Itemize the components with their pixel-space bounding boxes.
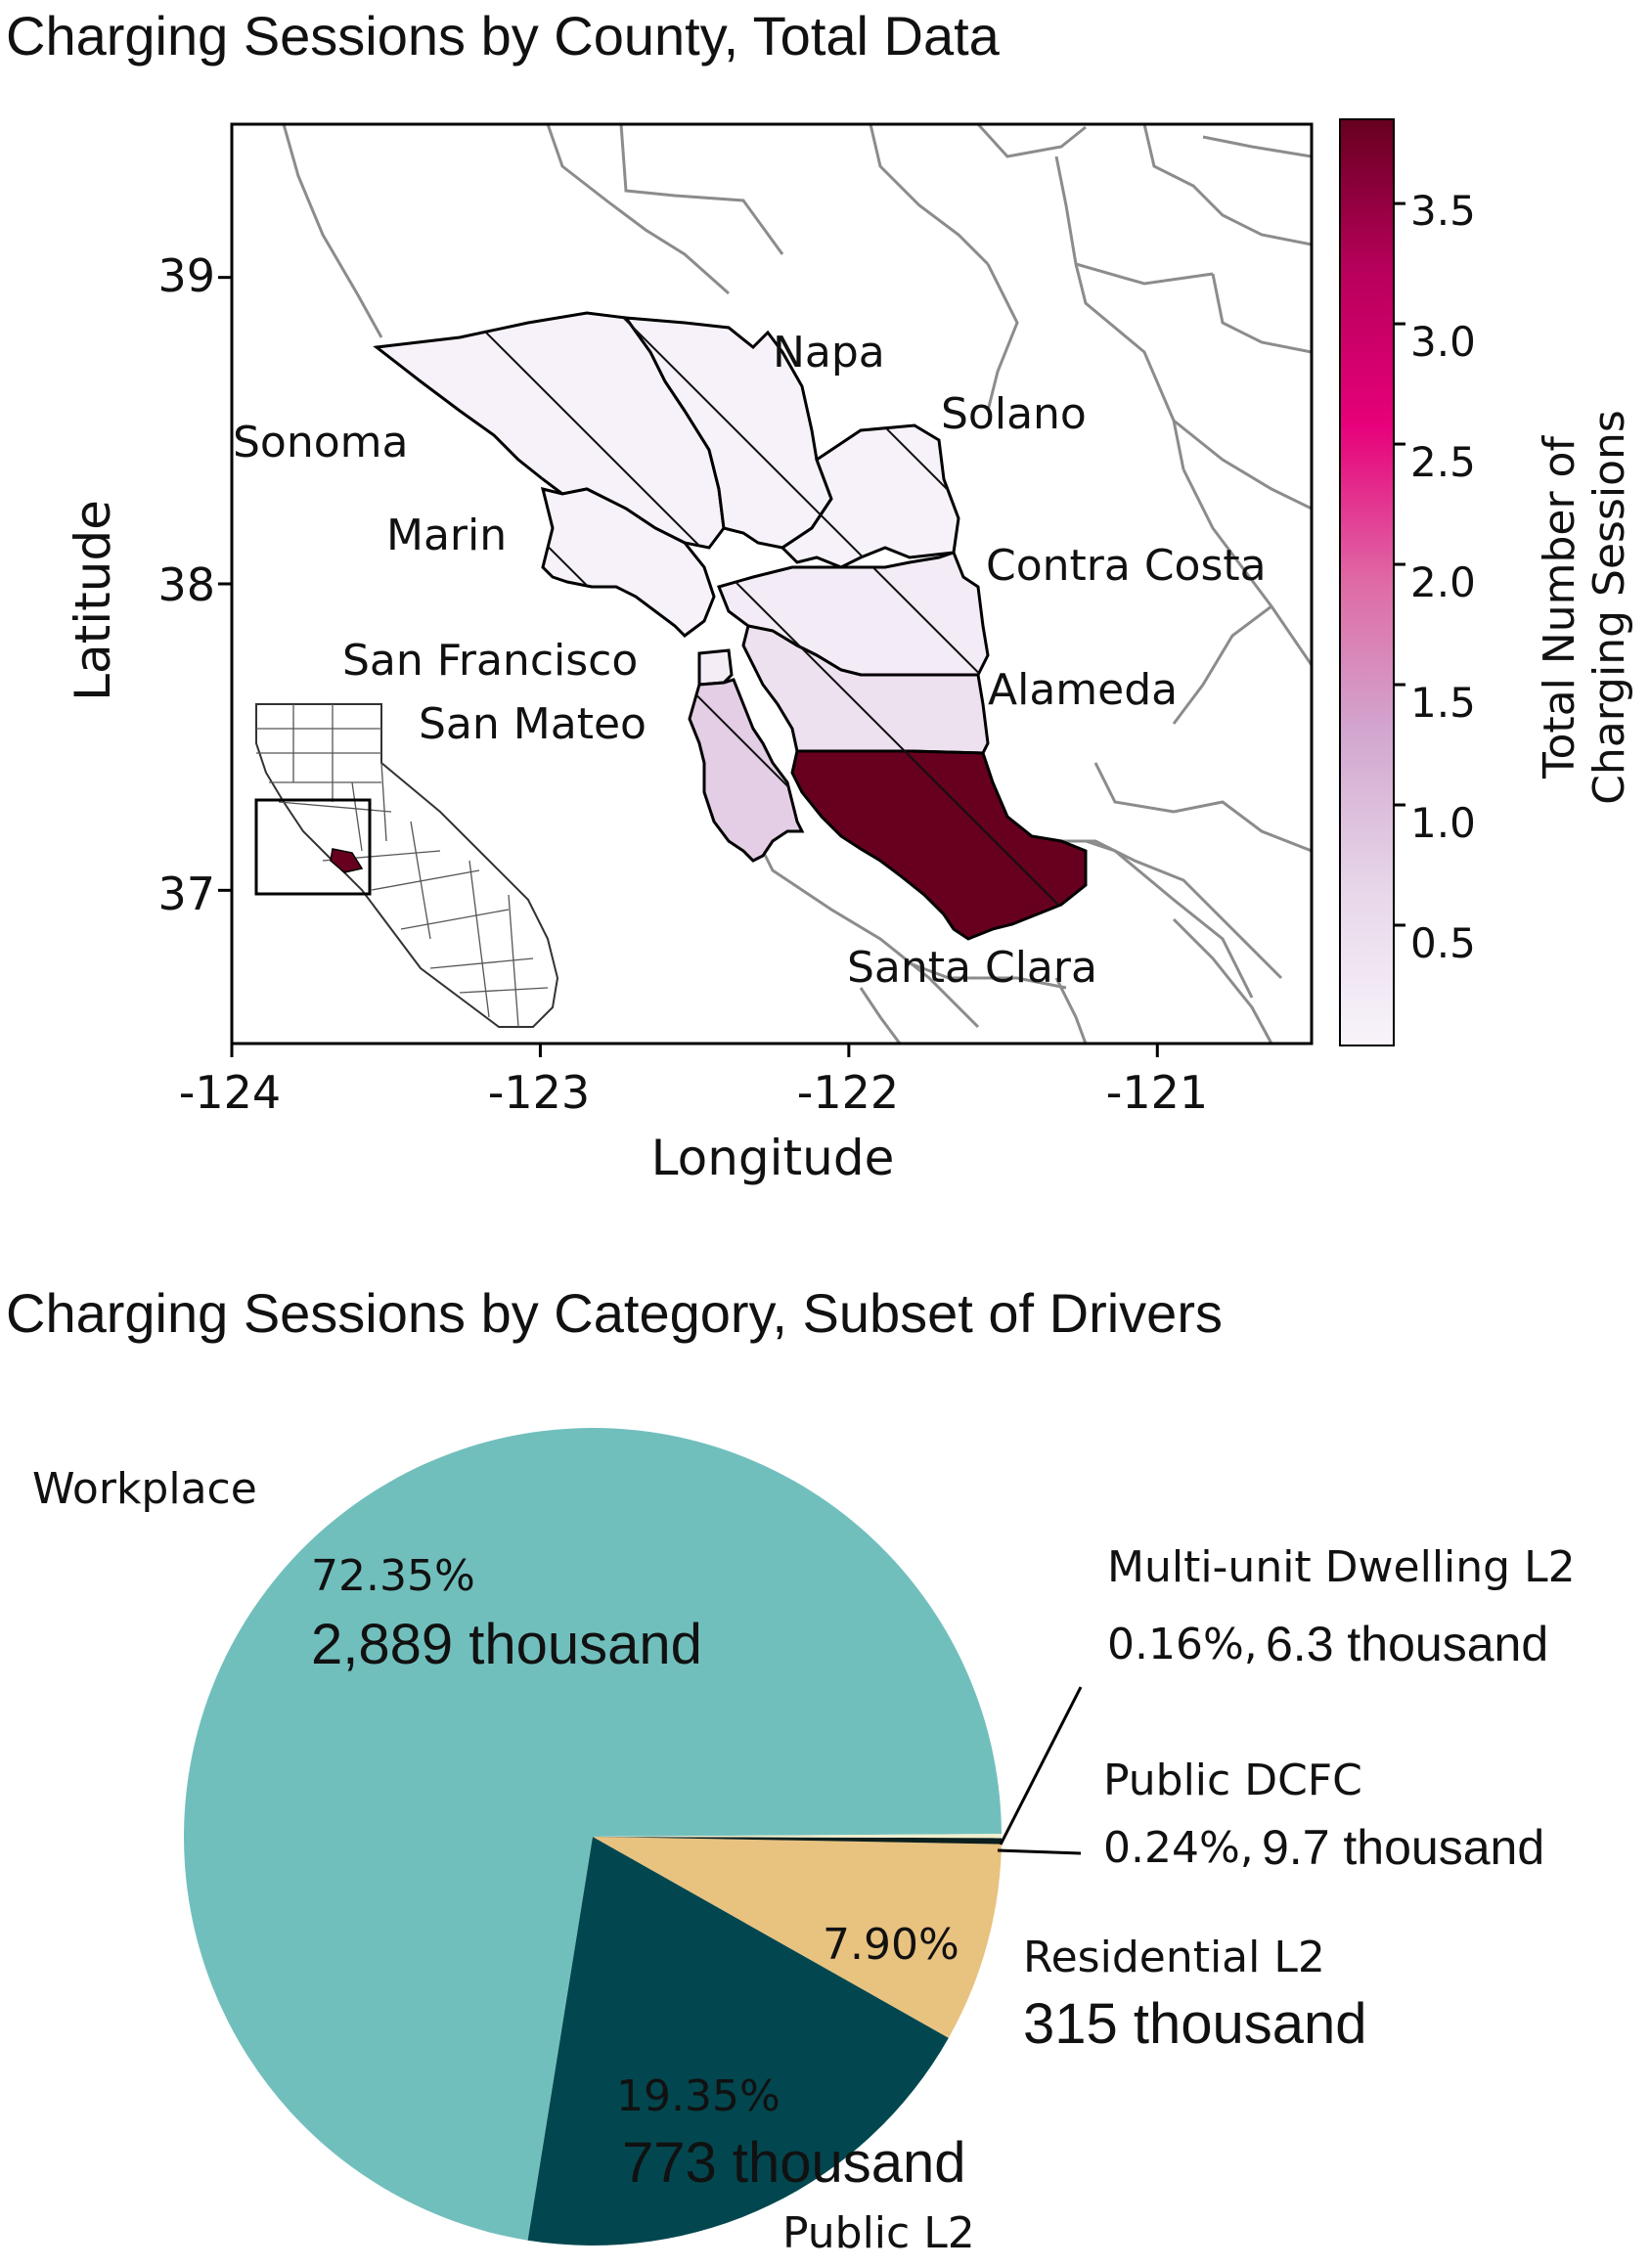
county-contra-costa-hatch [719, 553, 988, 675]
pie-value-workplace: 2,889 thousand [311, 1613, 702, 1676]
pie-label-residential: Residential L2 [1023, 1933, 1325, 1982]
choropleth-map [218, 118, 1405, 1057]
colorbar-ticks [1394, 201, 1405, 927]
pie-value-public-l2: 773 thousand [622, 2131, 966, 2195]
map-x-ticks [230, 1044, 1159, 1057]
pie-value-mud: 6.3 thousand [1266, 1617, 1549, 1671]
pie-pct-mud: 0.16%, [1107, 1620, 1258, 1669]
colorbar-tick-label: 3.5 [1410, 187, 1476, 235]
pie-title: Charging Sessions by Category, Subset of… [6, 1282, 1223, 1344]
y-tick-label: 39 [157, 249, 215, 302]
california-inset [254, 703, 559, 1028]
pie-pct-residential: 7.90% [823, 1920, 959, 1970]
colorbar-tick-label: 0.5 [1410, 919, 1476, 967]
county-san-francisco-hatch [699, 650, 732, 685]
pie-pct-public-l2: 19.35% [616, 2071, 780, 2121]
pie-pct-dcfc: 0.24%, [1103, 1823, 1254, 1873]
county-polygons [373, 311, 1088, 941]
county-label-san-mateo: San Mateo [419, 699, 647, 749]
colorbar-tick-label: 2.5 [1410, 438, 1476, 486]
colorbar-tick-label: 1.0 [1410, 799, 1476, 847]
leader-line-dcfc [997, 1848, 1082, 1855]
county-label-contra-costa: Contra Costa [986, 541, 1267, 591]
x-axis-label: Longitude [650, 1130, 895, 1186]
x-tick-label: -123 [487, 1066, 591, 1119]
county-alameda-hatch [743, 626, 988, 753]
county-label-san-francisco: San Francisco [342, 636, 639, 686]
map-title: Charging Sessions by County, Total Data [6, 5, 1000, 67]
x-tick-label: -121 [1105, 1066, 1209, 1119]
county-napa-hatch [626, 318, 831, 548]
y-tick-label: 37 [157, 867, 215, 920]
pie-slice-public-l2 [527, 1837, 949, 2246]
pie-pct-workplace: 72.35% [311, 1551, 475, 1601]
y-axis-label: Latitude [65, 500, 121, 701]
county-sonoma-hatch [377, 313, 724, 548]
county-label-marin: Marin [386, 511, 508, 560]
background-county-borders [282, 124, 1312, 1044]
colorbar-tick-label: 1.5 [1410, 679, 1476, 727]
x-tick-label: -122 [796, 1066, 900, 1119]
colorbar-label: Total Number of Charging Sessions [1535, 410, 1634, 805]
pie-label-dcfc: Public DCFC [1103, 1756, 1362, 1805]
pie-label-public-l2: Public L2 [782, 2208, 975, 2258]
pie-value-residential: 315 thousand [1023, 1992, 1367, 2056]
inset-highlight-box [254, 798, 372, 896]
x-tick-label: -124 [178, 1066, 282, 1119]
y-tick-label: 38 [157, 558, 215, 611]
county-marin-hatch [543, 489, 714, 636]
pie-slice-mud [593, 1834, 1002, 1839]
county-label-sonoma: Sonoma [233, 418, 409, 467]
pie-slice-residential [593, 1837, 1002, 2038]
pie-label-workplace: Workplace [32, 1464, 257, 1514]
colorbar-tick-label: 2.0 [1410, 558, 1476, 606]
pie-value-dcfc: 9.7 thousand [1262, 1820, 1545, 1875]
county-san-mateo-hatch [690, 680, 802, 861]
county-label-santa-clara: Santa Clara [847, 943, 1097, 993]
pie-chart [183, 1427, 1083, 2246]
map-y-ticks [218, 276, 232, 892]
colorbar [1339, 118, 1395, 1046]
leader-line-mud [999, 1686, 1083, 1846]
pie-label-mud: Multi-unit Dwelling L2 [1107, 1542, 1576, 1592]
county-label-solano: Solano [941, 389, 1087, 439]
county-solano-hatch [782, 425, 959, 567]
pie-slice-workplace [183, 1427, 1002, 2241]
county-label-napa: Napa [773, 328, 885, 378]
county-santa-clara-hatch [792, 751, 1086, 939]
colorbar-tick-label: 3.0 [1410, 318, 1476, 366]
pie-slice-dcfc [593, 1837, 1002, 1845]
county-label-alameda: Alameda [988, 665, 1179, 715]
